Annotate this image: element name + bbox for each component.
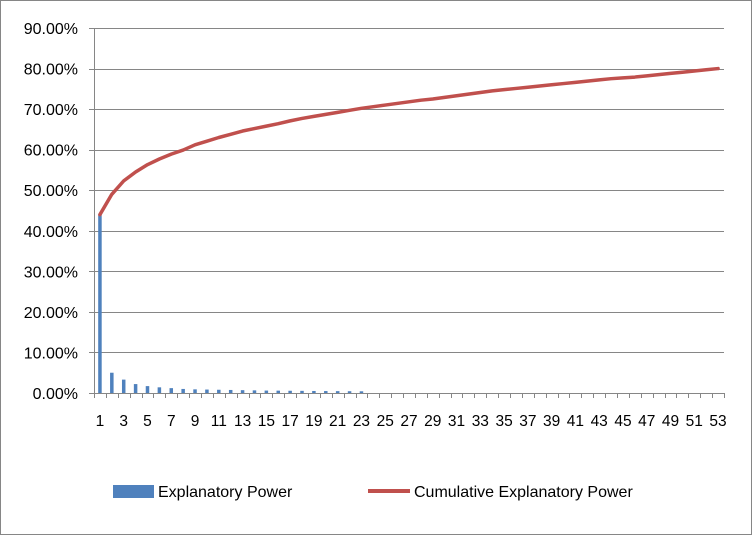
x-tick-label: 25	[377, 413, 394, 430]
x-tick-label: 43	[591, 413, 608, 430]
x-tick-label: 3	[119, 413, 128, 430]
x-tick-label: 37	[519, 413, 536, 430]
bar	[312, 390, 316, 393]
x-tick-label: 7	[167, 413, 176, 430]
legend-label-line: Cumulative Explanatory Power	[414, 484, 633, 501]
x-tick-label: 11	[211, 413, 227, 430]
bar	[193, 389, 197, 393]
x-tick-label: 27	[400, 413, 417, 430]
x-tick-label: 35	[495, 413, 512, 430]
bar	[98, 214, 102, 393]
bar	[145, 386, 150, 393]
x-tick-label: 47	[638, 413, 655, 430]
bar	[359, 391, 364, 393]
x-tick-label: 19	[305, 413, 322, 430]
bar	[217, 389, 221, 393]
legend: Explanatory Power Cumulative Explanatory…	[113, 484, 633, 501]
x-tick-labels: 1 3 5 7 9 11 13 15 17 19 21 23 25 27 29 31 33 35 37 39 41 43 4…	[96, 413, 727, 430]
y-tick-labels: 0.00% 10.00% 20.00% 30.00% 40.00% 50.00% 60.00…	[24, 21, 78, 403]
bar	[205, 389, 209, 393]
y-tick-label: 50.00%	[24, 183, 78, 200]
x-tick-label: 45	[614, 413, 631, 430]
bar	[133, 384, 138, 393]
x-tick-label: 1	[96, 413, 105, 430]
bar	[181, 388, 185, 393]
bar	[157, 387, 162, 393]
y-tick-label: 40.00%	[24, 224, 78, 241]
bar	[252, 390, 257, 393]
x-tick-label: 51	[686, 413, 703, 430]
bar	[335, 391, 340, 393]
x-tick-label: 5	[143, 413, 152, 430]
bar	[110, 372, 114, 393]
y-tick-label: 0.00%	[33, 386, 78, 403]
legend-swatch-bar	[113, 485, 154, 498]
y-tick-label: 60.00%	[24, 143, 78, 160]
bar	[324, 391, 328, 393]
y-tick-label: 90.00%	[24, 21, 78, 38]
y-tick-label: 80.00%	[24, 62, 78, 79]
x-tick-label: 33	[472, 413, 489, 430]
x-tick-label: 9	[191, 413, 200, 430]
cumulative-line	[98, 66, 720, 217]
bar	[276, 390, 280, 393]
x-tick-label: 29	[424, 413, 441, 430]
x-tick-label: 53	[709, 413, 726, 430]
bar	[300, 390, 304, 393]
bar-series	[98, 214, 364, 393]
x-tick-label: 39	[543, 413, 560, 430]
bar	[169, 388, 174, 393]
legend-label-bar: Explanatory Power	[158, 484, 293, 501]
gridlines	[94, 28, 724, 353]
y-tick-label: 10.00%	[24, 345, 78, 362]
x-tick-label: 41	[567, 413, 584, 430]
bar	[347, 391, 352, 393]
y-tick-label: 30.00%	[24, 264, 78, 281]
y-tick-label: 70.00%	[24, 102, 78, 119]
y-tick-label: 20.00%	[24, 305, 78, 322]
x-tick-label: 17	[282, 413, 299, 430]
x-tick-label: 31	[448, 413, 465, 430]
x-tick-label: 13	[234, 413, 251, 430]
bar	[240, 390, 245, 393]
bar	[228, 389, 233, 393]
line-series	[98, 66, 720, 217]
bar	[288, 390, 292, 393]
x-tick-label: 49	[662, 413, 679, 430]
bar	[264, 390, 269, 393]
axes	[89, 28, 725, 398]
x-tick-label: 15	[258, 413, 275, 430]
bar	[121, 379, 126, 393]
x-tick-label: 23	[353, 413, 370, 430]
x-tick-label: 21	[329, 413, 346, 430]
